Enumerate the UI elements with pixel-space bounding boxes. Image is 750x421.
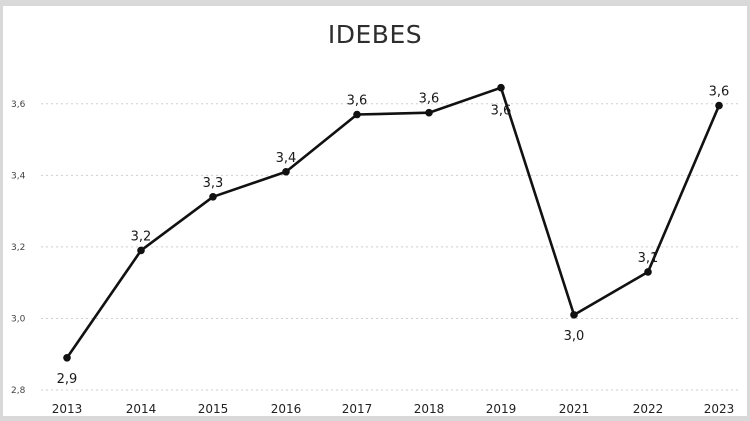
chart-panel: IDEBES 2,8 3,0 3,2 3,4 3,6 2013 2014 2015 2016 20… [3,6,747,416]
data-label: 3,6 [347,94,368,109]
data-label: 3,2 [131,229,152,244]
x-tick-label: 2013 [52,402,83,416]
data-label: 3,1 [638,251,659,266]
x-tick-label: 2015 [198,402,229,416]
data-label: 3,6 [491,104,512,119]
x-tick-label: 2021 [559,402,590,416]
data-point [353,110,361,119]
data-label: 2,9 [57,372,78,387]
data-point [282,167,290,176]
y-tick-label: 3,4 [11,171,26,181]
y-tick-label: 3,2 [11,243,25,253]
y-tick-label: 2,8 [11,386,26,396]
y-tick-label: 3,6 [11,100,26,110]
line-chart: 2,8 3,0 3,2 3,4 3,6 2013 2014 2015 2016 2017 2018 2… [11,83,741,416]
data-point [715,101,723,110]
x-tick-label: 2016 [271,402,302,416]
x-tick-label: 2019 [486,402,517,416]
x-tick-label: 2017 [342,402,373,416]
data-label: 3,6 [709,85,730,100]
data-point [63,354,71,362]
data-label: 3,4 [276,151,297,166]
data-point [644,268,652,276]
data-point [209,193,217,201]
y-tick-label: 3,0 [11,314,26,324]
data-label: 3,3 [203,176,224,191]
data-point [570,311,578,319]
data-label: 3,0 [564,329,585,344]
series-line [65,86,721,359]
data-point [425,108,433,117]
data-point [497,83,505,92]
chart-title: IDEBES [327,20,423,49]
x-tick-label: 2018 [414,402,445,416]
x-tick-label: 2014 [126,402,157,416]
x-tick-label: 2022 [633,402,664,416]
data-point [137,246,145,255]
x-tick-label: 2023 [704,402,735,416]
data-label: 3,6 [419,92,440,107]
